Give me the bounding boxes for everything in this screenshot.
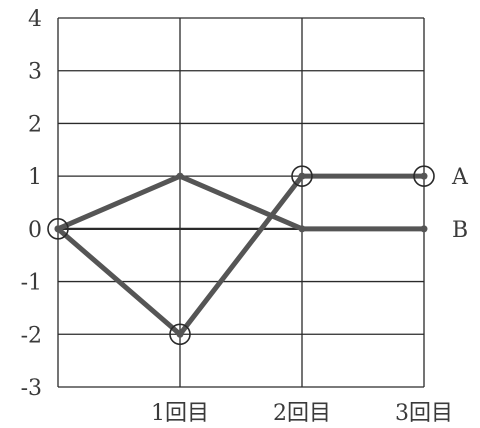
- series-b-point: [298, 225, 306, 233]
- x-tick-label: 2回目: [273, 401, 331, 426]
- y-axis-tick-labels: 4 3 2 1 0 -1 -2 -3: [21, 7, 42, 401]
- x-axis-tick-labels: 1回目 2回目 3回目: [151, 401, 453, 426]
- y-tick-label: -1: [21, 271, 42, 296]
- x-tick-label: 1回目: [151, 401, 209, 426]
- x-tick-label: 3回目: [395, 401, 453, 426]
- series-a-circle-marker: [291, 165, 313, 187]
- series-a-line: [55, 173, 427, 337]
- series-b-label: B: [452, 218, 468, 243]
- y-tick-label: -2: [21, 323, 42, 348]
- y-tick-label: 1: [28, 165, 42, 190]
- series-markers: [47, 165, 435, 346]
- series-lines: [55, 173, 427, 337]
- series-a-circle-marker: [47, 218, 69, 240]
- series-a-point: [176, 330, 184, 338]
- series-b-point: [420, 225, 428, 233]
- y-tick-label: 0: [28, 218, 42, 243]
- y-tick-label: 3: [28, 60, 42, 85]
- series-a-circle-marker: [413, 165, 435, 187]
- y-tick-label: -3: [21, 376, 42, 401]
- y-tick-label: 2: [28, 112, 42, 137]
- series-end-labels: AB: [451, 165, 469, 243]
- series-a-point: [298, 172, 306, 180]
- series-b-point: [54, 225, 62, 233]
- series-a-point: [420, 172, 428, 180]
- series-a-circle-marker: [169, 323, 191, 346]
- series-b-line: [55, 173, 427, 232]
- y-tick-label: 4: [28, 7, 42, 32]
- series-a-label: A: [451, 165, 469, 190]
- series-b-point: [176, 172, 184, 180]
